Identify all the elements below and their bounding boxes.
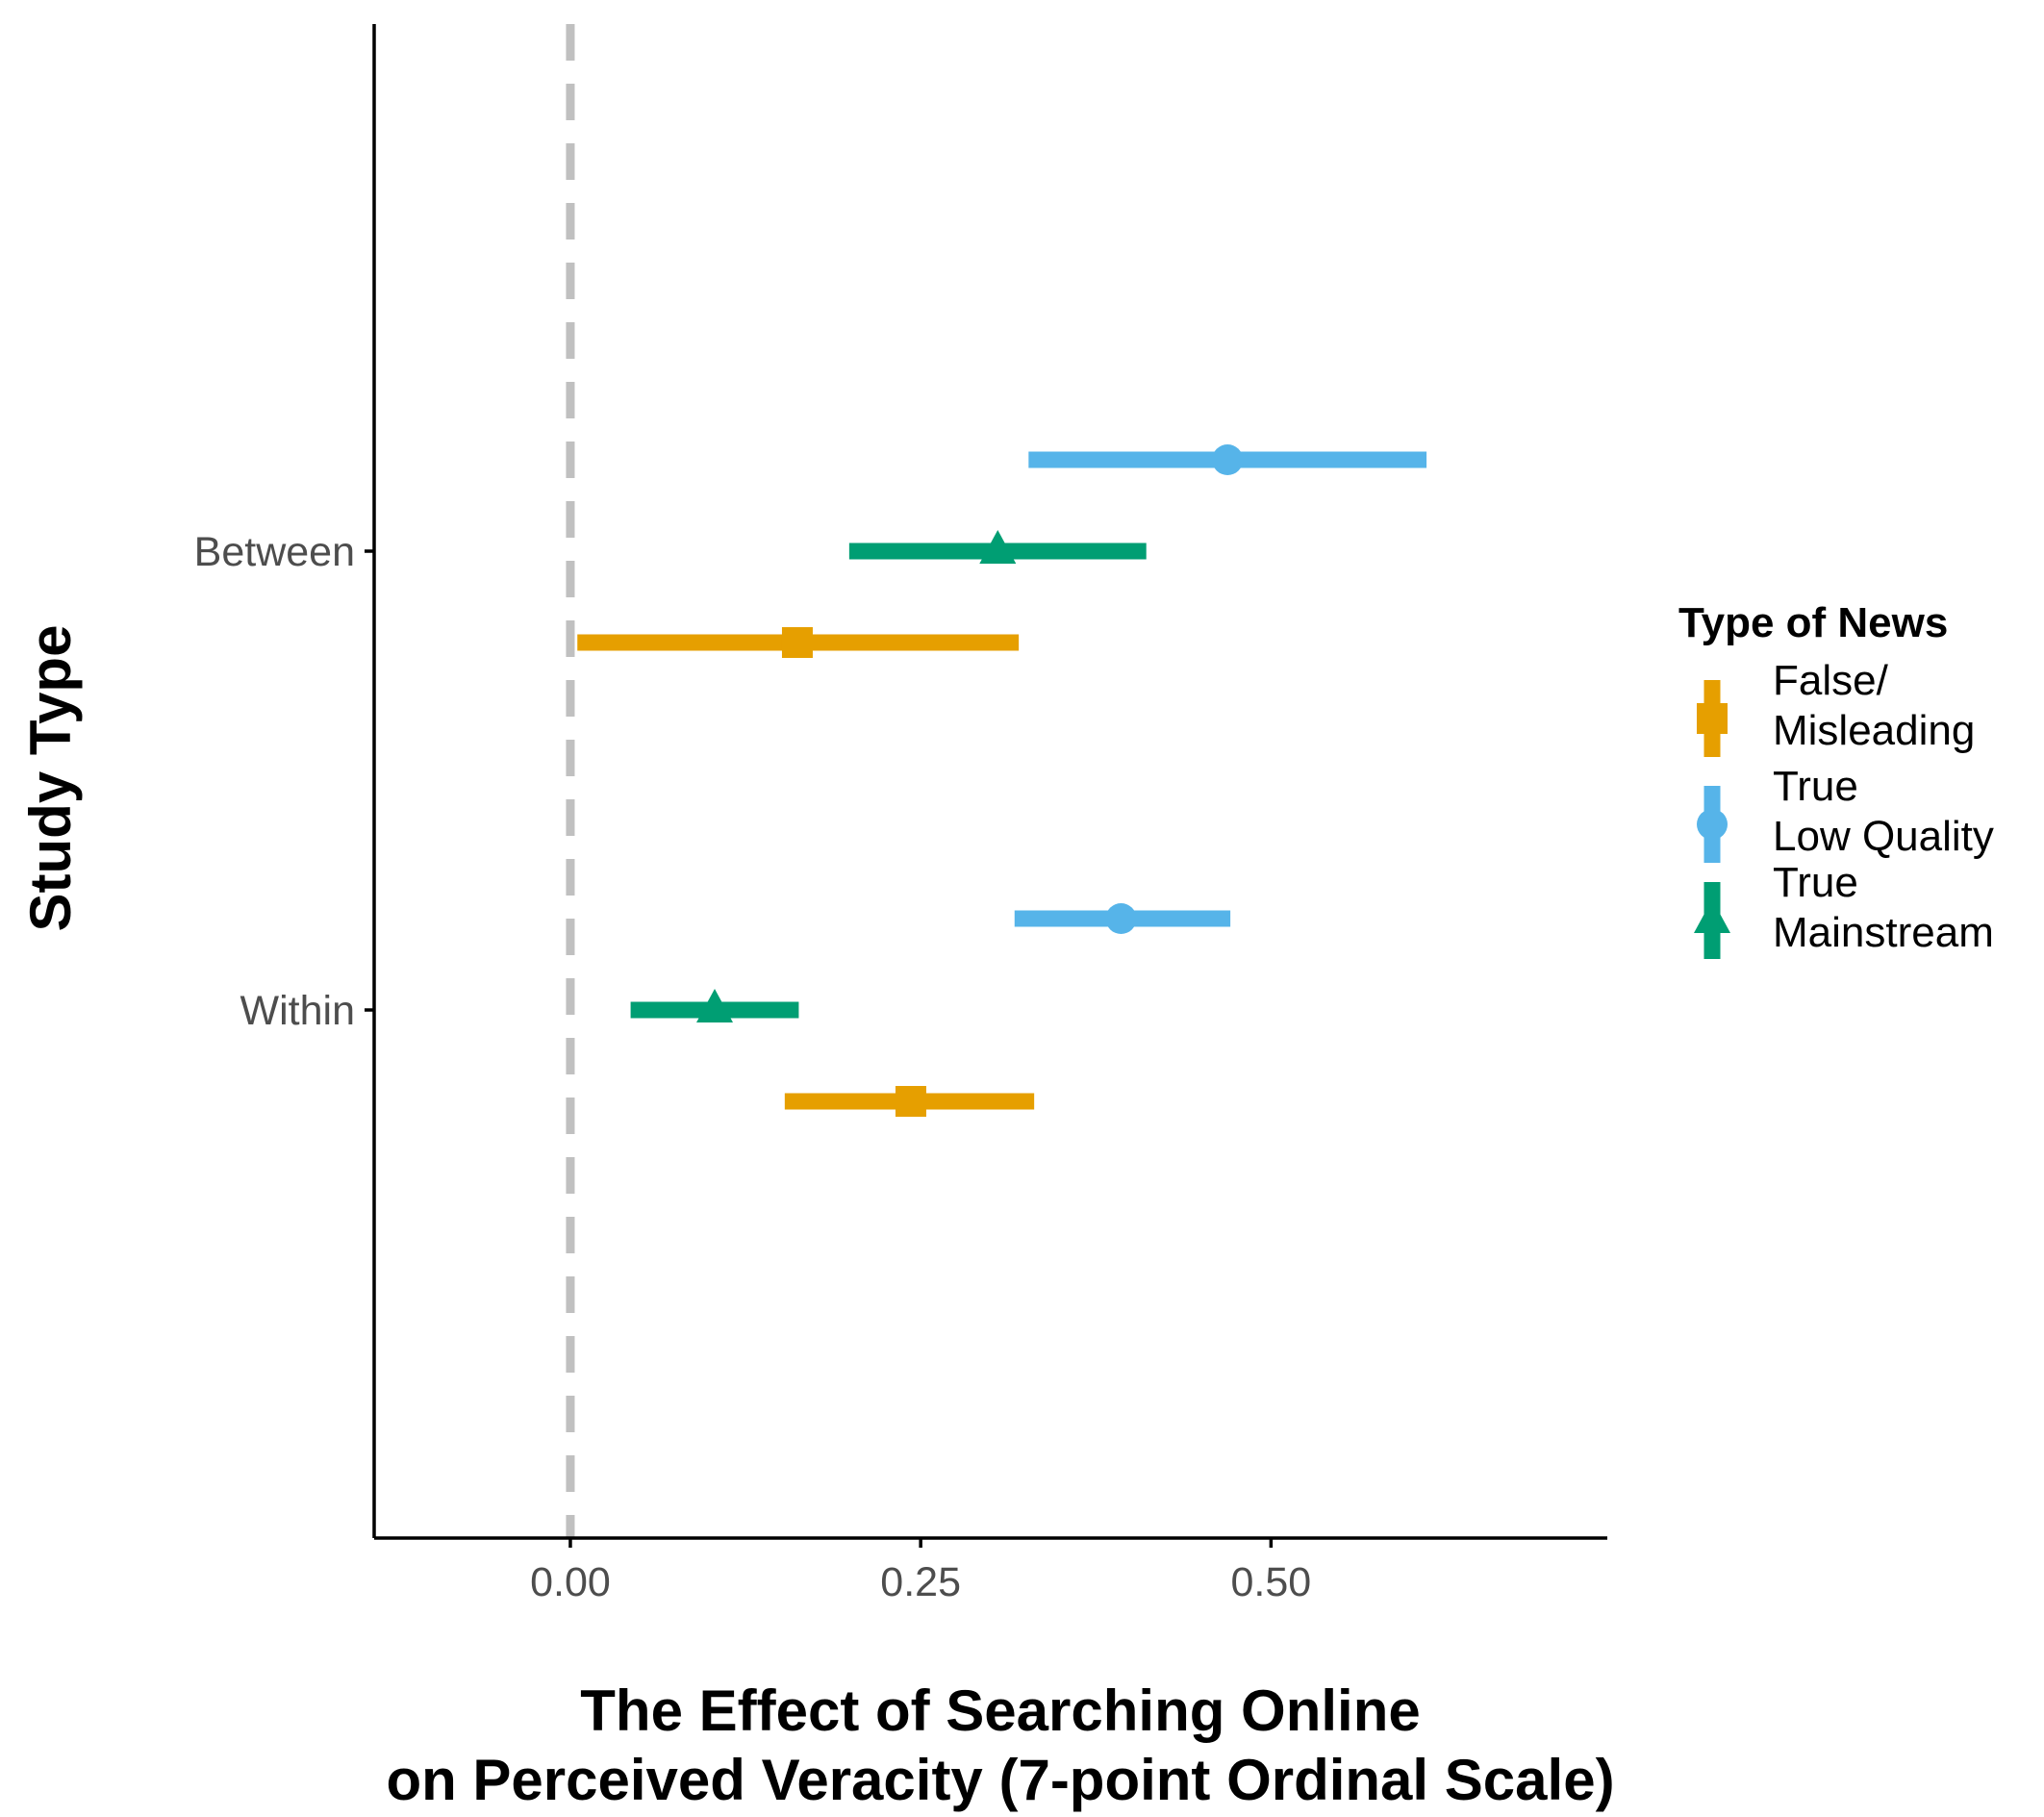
y-tick-label-within: Within — [240, 988, 355, 1034]
estimate-point-true-mainstream-within — [696, 989, 734, 1022]
legend-label-true-mainstream-line-2: Mainstream — [1773, 909, 1994, 956]
error-bar-marks — [577, 444, 1427, 1117]
legend-label-true-mainstream-line-1: True — [1773, 859, 1858, 906]
estimate-point-true-low-quality-within — [1105, 903, 1137, 934]
y-axis-title: Study Type — [18, 625, 83, 932]
x-tick-label-1: 0.25 — [880, 1559, 961, 1605]
legend-label-true-low-quality-line-1: True — [1773, 763, 1858, 810]
legend-title: Type of News — [1678, 599, 1948, 646]
legend-item-false-misleading: False/Misleading — [1697, 657, 1975, 757]
x-axis-title-line-1: The Effect of Searching Online — [580, 1678, 1420, 1743]
legend-key-marker-true-low-quality — [1697, 809, 1728, 840]
estimate-point-true-low-quality-between — [1212, 444, 1244, 475]
y-axis-ticks: Between Within — [194, 529, 374, 1034]
y-tick-label-between: Between — [194, 529, 355, 575]
x-axis-ticks: 0.00 0.25 0.50 — [530, 1538, 1311, 1605]
estimate-point-true-mainstream-between — [979, 530, 1017, 564]
legend-label-true-low-quality-line-2: Low Quality — [1773, 813, 1994, 860]
estimate-point-false-misleading-between — [781, 627, 813, 658]
plot-area: Between Within 0.00 0.25 0.50 — [194, 24, 1607, 1605]
x-tick-label-0: 0.00 — [530, 1559, 611, 1605]
legend-label-false-misleading-line-1: False/ — [1773, 657, 1889, 704]
legend-key-marker-false-misleading — [1697, 703, 1728, 734]
legend-label-false-misleading-line-2: Misleading — [1773, 707, 1975, 754]
x-axis-title-line-2: on Perceived Veracity (7-point Ordinal S… — [386, 1748, 1614, 1812]
x-tick-label-2: 0.50 — [1231, 1559, 1312, 1605]
legend-key-marker-true-mainstream — [1694, 899, 1730, 933]
estimate-point-false-misleading-within — [895, 1086, 926, 1117]
